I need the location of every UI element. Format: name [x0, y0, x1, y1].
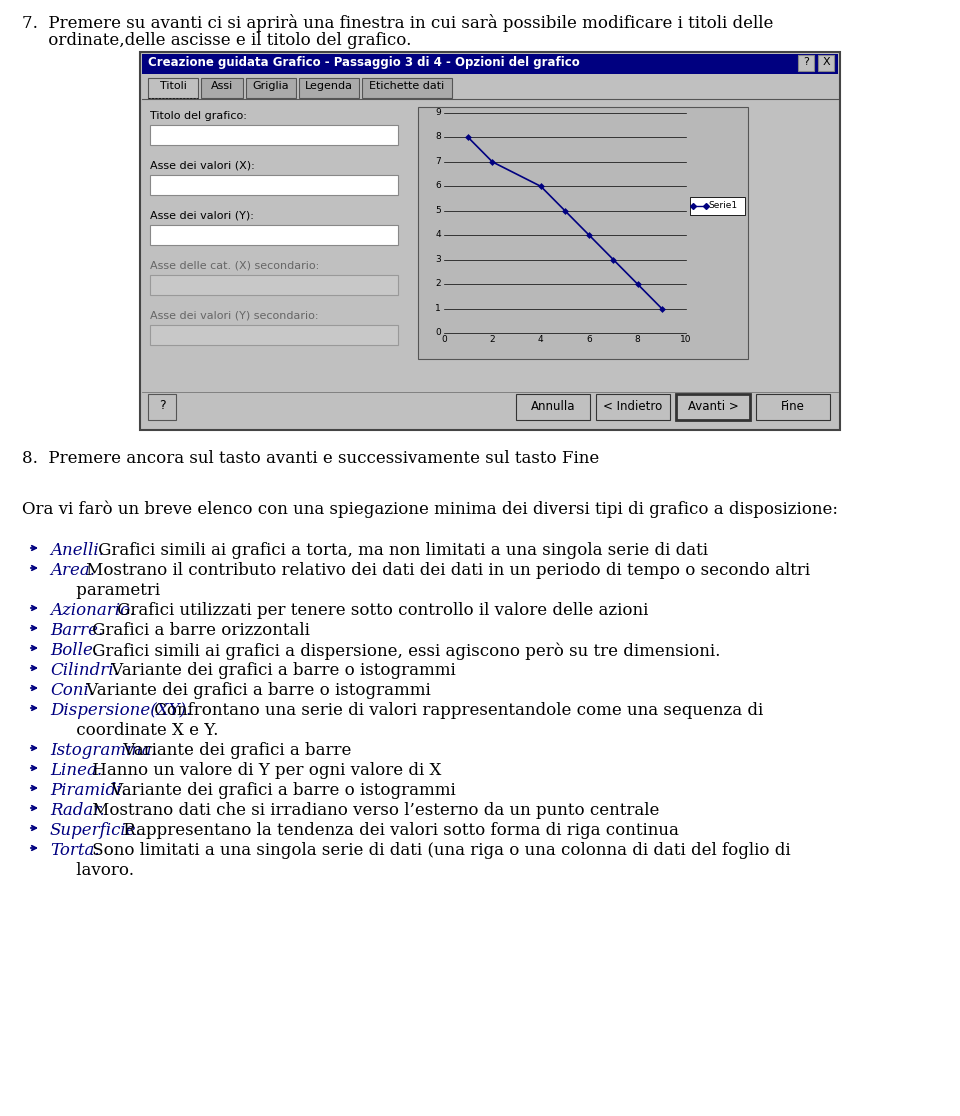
- Text: Serie1: Serie1: [708, 201, 737, 210]
- Text: Assi: Assi: [211, 81, 233, 92]
- FancyBboxPatch shape: [142, 54, 838, 74]
- Text: Variante dei grafici a barre: Variante dei grafici a barre: [118, 742, 351, 759]
- Text: Linea.: Linea.: [50, 762, 102, 779]
- Text: Asse dei valori (Y) secondario:: Asse dei valori (Y) secondario:: [150, 311, 319, 321]
- Text: 2: 2: [436, 279, 441, 288]
- Text: Variante dei grafici a barre o istogrammi: Variante dei grafici a barre o istogramm…: [81, 682, 431, 699]
- Text: Mostrano il contributo relativo dei dati dei dati in un periodo di tempo o secon: Mostrano il contributo relativo dei dati…: [81, 562, 810, 579]
- FancyBboxPatch shape: [596, 394, 670, 420]
- Text: 7: 7: [435, 157, 441, 166]
- FancyBboxPatch shape: [418, 107, 748, 359]
- Text: ordinate,delle ascisse e il titolo del grafico.: ordinate,delle ascisse e il titolo del g…: [22, 32, 412, 49]
- Text: Creazione guidata Grafico - Passaggio 3 di 4 - Opzioni del grafico: Creazione guidata Grafico - Passaggio 3 …: [148, 56, 580, 69]
- Text: Ora vi farò un breve elenco con una spiegazione minima dei diversi tipi di grafi: Ora vi farò un breve elenco con una spie…: [22, 500, 838, 518]
- Text: 0: 0: [435, 328, 441, 337]
- FancyBboxPatch shape: [140, 52, 840, 430]
- Text: Avanti >: Avanti >: [687, 400, 738, 413]
- Text: Fine: Fine: [781, 400, 804, 413]
- Text: 2: 2: [490, 335, 495, 344]
- Text: 4: 4: [436, 230, 441, 239]
- FancyBboxPatch shape: [246, 78, 296, 98]
- FancyBboxPatch shape: [362, 78, 452, 98]
- Text: Titoli: Titoli: [159, 81, 186, 92]
- Text: 5: 5: [435, 205, 441, 214]
- Text: Annulla: Annulla: [531, 400, 575, 413]
- FancyBboxPatch shape: [798, 55, 814, 71]
- Text: 6: 6: [587, 335, 592, 344]
- Text: Grafici simili ai grafici a dispersione, essi agiscono però su tre dimensioni.: Grafici simili ai grafici a dispersione,…: [87, 642, 721, 660]
- Text: Grafici simili ai grafici a torta, ma non limitati a una singola serie di dati: Grafici simili ai grafici a torta, ma no…: [93, 542, 708, 559]
- Text: 1: 1: [435, 304, 441, 312]
- Text: ?: ?: [804, 57, 809, 67]
- Text: Grafici a barre orizzontali: Grafici a barre orizzontali: [87, 622, 310, 639]
- Text: ?: ?: [158, 400, 165, 412]
- Text: Titolo del grafico:: Titolo del grafico:: [150, 110, 247, 121]
- Text: 4: 4: [538, 335, 543, 344]
- Text: 0: 0: [442, 335, 446, 344]
- FancyBboxPatch shape: [818, 55, 834, 71]
- Text: Azionario.: Azionario.: [50, 602, 135, 619]
- Text: 9: 9: [435, 108, 441, 117]
- Text: Grafici utilizzati per tenere sotto controllo il valore delle azioni: Grafici utilizzati per tenere sotto cont…: [112, 602, 648, 619]
- FancyBboxPatch shape: [148, 78, 198, 98]
- Text: Torta.: Torta.: [50, 841, 100, 859]
- Text: Coni.: Coni.: [50, 682, 94, 699]
- Text: Piramidi.: Piramidi.: [50, 782, 127, 799]
- Text: Dispersione(XY).: Dispersione(XY).: [50, 702, 191, 719]
- Text: Rappresentano la tendenza dei valori sotto forma di riga continua: Rappresentano la tendenza dei valori sot…: [118, 822, 679, 839]
- FancyBboxPatch shape: [150, 125, 398, 145]
- Text: Radar.: Radar.: [50, 802, 105, 819]
- Text: X: X: [822, 57, 829, 67]
- Text: Cilindri.: Cilindri.: [50, 662, 119, 679]
- FancyBboxPatch shape: [676, 394, 750, 420]
- Text: Istogramma.: Istogramma.: [50, 742, 156, 759]
- FancyBboxPatch shape: [150, 325, 398, 345]
- Text: Barre.: Barre.: [50, 622, 104, 639]
- Text: lavoro.: lavoro.: [50, 862, 134, 879]
- Text: Variante dei grafici a barre o istogrammi: Variante dei grafici a barre o istogramm…: [106, 662, 456, 679]
- FancyBboxPatch shape: [756, 394, 830, 420]
- Text: Confrontano una serie di valori rappresentandole come una sequenza di: Confrontano una serie di valori rapprese…: [149, 702, 763, 719]
- Text: Variante dei grafici a barre o istogrammi: Variante dei grafici a barre o istogramm…: [106, 782, 456, 799]
- FancyBboxPatch shape: [148, 394, 176, 420]
- Text: < Indietro: < Indietro: [604, 400, 662, 413]
- Text: Sono limitati a una singola serie di dati (una riga o una colonna di dati del fo: Sono limitati a una singola serie di dat…: [87, 841, 791, 859]
- Text: 8: 8: [435, 133, 441, 142]
- Text: coordinate X e Y.: coordinate X e Y.: [50, 722, 218, 739]
- Text: Area.: Area.: [50, 562, 95, 579]
- FancyBboxPatch shape: [150, 175, 398, 195]
- FancyBboxPatch shape: [516, 394, 590, 420]
- Text: 3: 3: [435, 254, 441, 263]
- Text: 6: 6: [435, 181, 441, 191]
- Text: Griglia: Griglia: [252, 81, 289, 92]
- Text: Anelli.: Anelli.: [50, 542, 104, 559]
- Text: Asse delle cat. (X) secondario:: Asse delle cat. (X) secondario:: [150, 261, 320, 271]
- FancyBboxPatch shape: [201, 78, 243, 98]
- Text: 7.  Premere su avanti ci si aprirà una finestra in cui sarà possibile modificare: 7. Premere su avanti ci si aprirà una fi…: [22, 15, 774, 32]
- FancyBboxPatch shape: [690, 198, 745, 215]
- Text: 10: 10: [681, 335, 692, 344]
- Text: Etichette dati: Etichette dati: [370, 81, 444, 92]
- Text: Mostrano dati che si irradiano verso l’esterno da un punto centrale: Mostrano dati che si irradiano verso l’e…: [87, 802, 660, 819]
- Text: Asse dei valori (X):: Asse dei valori (X):: [150, 161, 254, 171]
- Text: Asse dei valori (Y):: Asse dei valori (Y):: [150, 211, 253, 221]
- Text: Hanno un valore di Y per ogni valore di X: Hanno un valore di Y per ogni valore di …: [87, 762, 442, 779]
- Text: parametri: parametri: [50, 583, 160, 599]
- Text: 8: 8: [635, 335, 640, 344]
- Text: 8.  Premere ancora sul tasto avanti e successivamente sul tasto Fine: 8. Premere ancora sul tasto avanti e suc…: [22, 450, 599, 466]
- FancyBboxPatch shape: [299, 78, 359, 98]
- Text: Legenda: Legenda: [305, 81, 353, 92]
- Text: Superficie.: Superficie.: [50, 822, 142, 839]
- Text: Bolle.: Bolle.: [50, 642, 98, 660]
- FancyBboxPatch shape: [150, 225, 398, 246]
- FancyBboxPatch shape: [150, 275, 398, 295]
